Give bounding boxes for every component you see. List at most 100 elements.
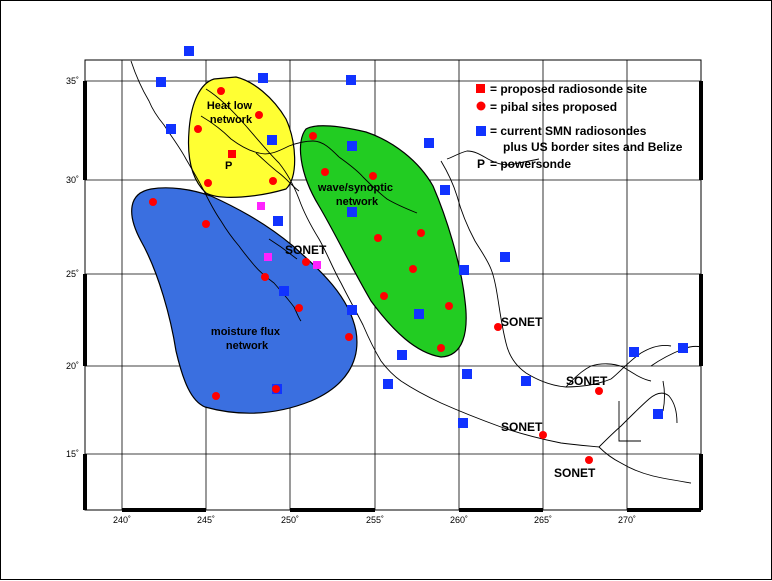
smn-radiosonde-marker	[458, 418, 468, 428]
smn-radiosonde-marker	[397, 350, 407, 360]
smn-radiosonde-marker	[347, 305, 357, 315]
pibal-marker	[194, 125, 202, 133]
smn-radiosonde-marker	[267, 135, 277, 145]
smn-radiosonde-marker	[424, 138, 434, 148]
pibal-marker	[445, 302, 453, 310]
pibal-marker	[149, 198, 157, 206]
pibal-sites	[149, 87, 603, 464]
smn-radiosonde-marker	[521, 376, 531, 386]
smn-radiosonde-marker	[629, 347, 639, 357]
lon-tick-label: 240˚	[113, 515, 131, 525]
smn-radiosonde-marker	[440, 185, 450, 195]
smn-radiosonde-marker	[459, 265, 469, 275]
sonet-label: SONET	[554, 466, 596, 480]
moisture-label-line2: network	[226, 340, 269, 352]
lat-tick-label: 35˚	[66, 76, 79, 86]
pibal-marker	[295, 304, 303, 312]
pibal-marker	[585, 456, 593, 464]
smn-radiosonde-marker	[678, 343, 688, 353]
wave-label-line1: wave/synoptic	[317, 182, 393, 194]
pibal-marker	[345, 333, 353, 341]
pibal-marker	[309, 132, 317, 140]
wave-label-line2: network	[336, 196, 379, 208]
pibal-marker	[261, 273, 269, 281]
legend-smn-label: = current SMN radiosondes	[490, 124, 647, 138]
lat-tick-label: 15˚	[66, 449, 79, 459]
pibal-marker	[321, 168, 329, 176]
magenta-marker	[257, 202, 265, 210]
border-ticks	[83, 81, 703, 512]
sonet-label: SONET	[501, 420, 543, 434]
heat-low-region	[187, 76, 296, 198]
smn-radiosonde-marker	[347, 141, 357, 151]
smn-radiosonde-marker	[500, 252, 510, 262]
legend-smn-label-2: plus US border sites and Belize	[503, 140, 683, 154]
smn-radiosonde-marker	[383, 379, 393, 389]
smn-radiosonde-marker	[414, 309, 424, 319]
legend-powersonde-symbol: P	[477, 157, 485, 171]
pibal-marker	[380, 292, 388, 300]
smn-radiosonde-marker	[279, 286, 289, 296]
pibal-marker	[202, 220, 210, 228]
smn-radiosonde-marker	[184, 46, 194, 56]
heat-low-label-line2: network	[210, 114, 253, 126]
magenta-marker	[313, 261, 321, 269]
moisture-label-line1: moisture flux	[211, 326, 281, 338]
lon-tick-label: 255˚	[366, 515, 384, 525]
legend-smn-marker	[476, 126, 486, 136]
pibal-marker	[255, 111, 263, 119]
lat-tick-labels: 35˚ 30˚ 25˚ 20˚ 15˚	[66, 76, 79, 459]
smn-radiosonde-marker	[166, 124, 176, 134]
lon-tick-label: 245˚	[197, 515, 215, 525]
legend-pibal-label: = pibal sites proposed	[490, 100, 617, 114]
lon-tick-labels: 240˚ 245˚ 250˚ 255˚ 260˚ 265˚ 270˚	[113, 515, 636, 525]
lon-tick-label: 250˚	[281, 515, 299, 525]
smn-radiosonde-marker	[156, 77, 166, 87]
lon-tick-label: 265˚	[534, 515, 552, 525]
smn-radiosonde-marker	[462, 369, 472, 379]
pibal-marker	[217, 87, 225, 95]
legend-pibal-marker	[476, 101, 486, 111]
smn-radiosonde-marker	[653, 409, 663, 419]
pibal-marker	[494, 323, 502, 331]
pibal-marker	[269, 177, 277, 185]
pibal-marker	[374, 234, 382, 242]
lat-tick-label: 20˚	[66, 361, 79, 371]
pibal-marker	[409, 265, 417, 273]
smn-radiosonde-marker	[347, 207, 357, 217]
smn-radiosonde-marker	[273, 216, 283, 226]
pibal-marker	[417, 229, 425, 237]
smn-radiosonde-marker	[346, 75, 356, 85]
powersonde-marker: P	[225, 160, 232, 172]
lon-tick-label: 260˚	[450, 515, 468, 525]
lat-tick-label: 25˚	[66, 269, 79, 279]
magenta-marker	[264, 253, 272, 261]
smn-radiosonde-marker	[258, 73, 268, 83]
heat-low-label: Heat low network	[207, 100, 255, 126]
magenta-markers	[257, 202, 321, 269]
pibal-marker	[539, 431, 547, 439]
legend-radiosonde-marker	[476, 84, 485, 93]
pibal-marker	[369, 172, 377, 180]
legend: = proposed radiosonde site = pibal sites…	[476, 82, 683, 171]
legend-radiosonde-label: = proposed radiosonde site	[490, 82, 647, 96]
legend-powersonde-label: = powersonde	[490, 157, 571, 171]
heat-low-label-line1: Heat low	[207, 100, 253, 112]
proposed-radiosondes	[228, 150, 236, 158]
sonet-label: SONET	[285, 243, 327, 257]
moisture-flux-region	[131, 187, 358, 414]
pibal-marker	[272, 385, 280, 393]
lon-tick-label: 270˚	[618, 515, 636, 525]
pibal-marker	[204, 179, 212, 187]
moisture-label: moisture flux network	[211, 326, 283, 352]
wave-label: wave/synoptic network	[317, 182, 396, 208]
pibal-marker	[302, 258, 310, 266]
pibal-marker	[595, 387, 603, 395]
proposed-radiosonde-marker	[228, 150, 236, 158]
pibal-marker	[212, 392, 220, 400]
sonet-label: SONET	[501, 315, 543, 329]
lat-tick-label: 30˚	[66, 175, 79, 185]
wave-synoptic-region	[299, 125, 467, 358]
